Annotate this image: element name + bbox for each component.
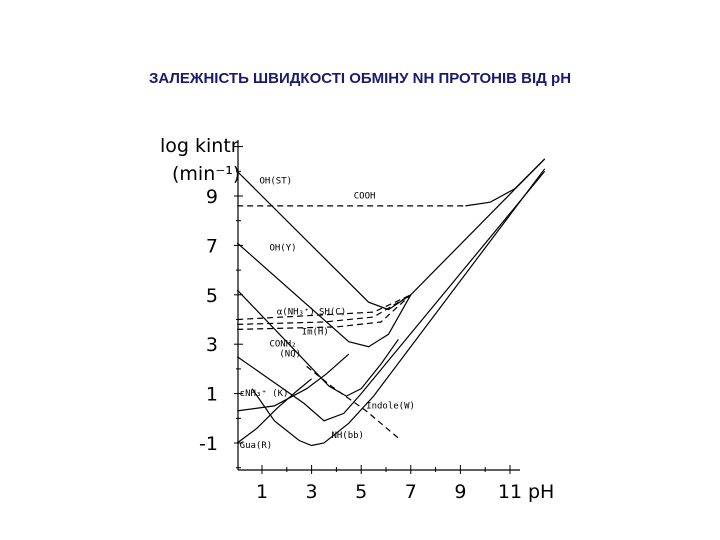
y-tick-label: 9 (206, 186, 218, 208)
curve-gua-r (236, 378, 312, 444)
y-tick-label: -1 (199, 433, 218, 455)
curve-label-nh-k: εNH₃⁺ (K) (240, 389, 289, 399)
x-tick-label: 9 (454, 481, 466, 503)
curve-nh-k (237, 353, 350, 412)
y-tick-label: 3 (206, 334, 218, 356)
curve-labels: OH(ST) COOH OH(Y) α(NH₃⁺) SH(C) Im(H) CONH₂(NQ… (240, 177, 415, 451)
curve-label-nh: α(NH₃⁺) (277, 308, 315, 318)
x-tick-label: 11 (498, 481, 522, 503)
curve-label-nh-bb: NH(bb) (331, 431, 364, 441)
curve-label-conh: CONH₂ (269, 340, 296, 350)
curve-sh-c (237, 294, 412, 330)
x-tick-label: 1 (256, 481, 268, 503)
curve-label-cooh: COOH (354, 191, 376, 201)
curve-im-h (237, 294, 412, 321)
curve-label-nq: (NQ) (279, 350, 301, 360)
axes: -1 1 3 5 7 9 1 3 5 7 9 11 pH log kintr (min⁻¹) (160, 135, 554, 503)
curve-cooh (465, 158, 546, 207)
curves (236, 158, 546, 447)
curve-label-im-h: Im(H) (302, 327, 329, 337)
x-axis-title: pH (528, 481, 554, 503)
curve-label-oh-y: OH(Y) (269, 243, 296, 253)
curve-label-oh-st: OH(ST) (260, 177, 293, 187)
y-tick-label: 1 (206, 384, 218, 406)
curve-oh-y (236, 242, 412, 348)
curve-conh (236, 289, 399, 397)
x-tick-label: 3 (306, 481, 318, 503)
y-axis-title-line1: log kintr (160, 135, 239, 157)
curve-label-sh-c: SH(C) (319, 308, 346, 318)
curve-nh (237, 294, 412, 325)
y-tick-label: 7 (206, 235, 218, 257)
slide-title: ЗАЛЕЖНІСТЬ ШВИДКОСТІ ОБМІНУ NH ПРОТОНІВ … (148, 70, 572, 87)
curve-label-indole-w: Indole(W) (366, 401, 415, 411)
x-tick-label: 7 (405, 481, 417, 503)
curve-indole-w (306, 365, 399, 439)
x-tick-label: 5 (355, 481, 367, 503)
y-tick-label: 5 (206, 285, 218, 307)
y-axis-title-line2: (min⁻¹) (172, 163, 240, 185)
curve-oh-st (236, 158, 546, 311)
curve-indole-w (236, 170, 546, 422)
curve-label-gua-r: Gua(R) (240, 441, 273, 451)
curve-nh-bb (251, 168, 546, 447)
